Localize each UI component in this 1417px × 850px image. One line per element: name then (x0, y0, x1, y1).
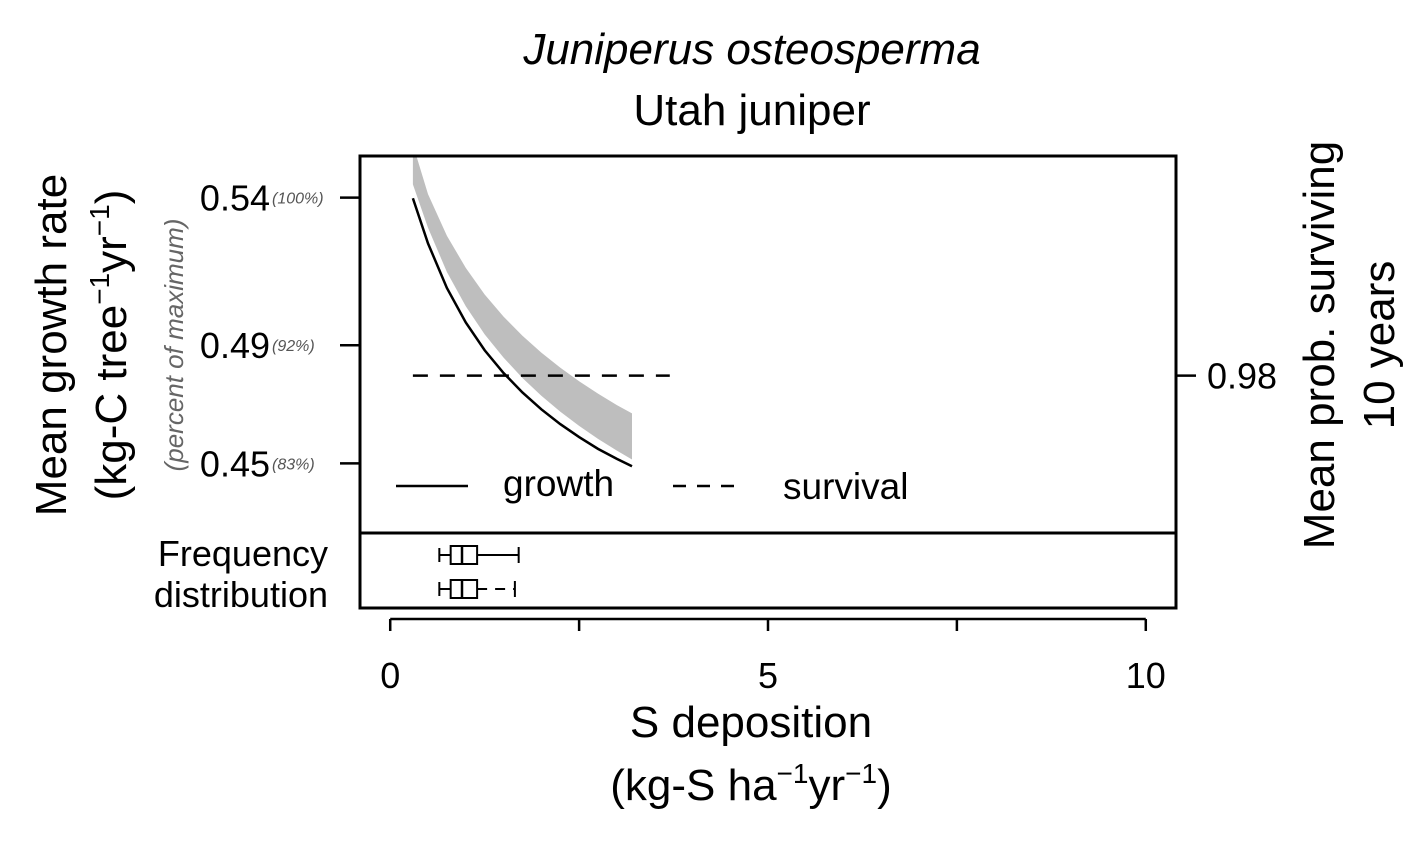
confidence-band (412, 156, 632, 460)
legend-growth-label: growth (503, 463, 614, 504)
main-plot-frame (358, 154, 1178, 535)
y-units-exp1: −1 (84, 273, 115, 305)
x-units-exp1: −1 (777, 758, 809, 789)
x-units-post: ) (877, 761, 892, 810)
y-tick-label: 0.49 (200, 325, 270, 366)
chart-title: Juniperus osteosperma (522, 25, 980, 74)
y-units-exp2: −1 (84, 204, 115, 236)
x-tick-label: 0 (380, 655, 400, 696)
x-units-exp2: −1 (845, 758, 877, 789)
x-axis-units: (kg-S ha−1yr−1) (610, 758, 891, 810)
frequency-boxplots (438, 545, 520, 599)
boxplot-box (449, 579, 479, 599)
y-axis-label: Mean growth rate (27, 174, 76, 516)
y-axis-percent-label: (percent of maximum) (159, 219, 189, 472)
y-tick-percent: (100%) (272, 191, 324, 208)
axes: 0 5 10 0.54 (100%) 0.49 (92%) 0.45 (83%) 0.98 (200, 178, 1277, 696)
y-tick-percent: (83%) (272, 456, 315, 473)
x-axis-label: S deposition (630, 698, 872, 747)
boxplot-box (449, 545, 479, 565)
x-units-mid: yr (808, 761, 845, 810)
y-units-pre: (kg-C tree (87, 305, 136, 501)
y-tick-label: 0.54 (200, 178, 270, 219)
y-axis-units: (kg-C tree−1yr−1) (84, 190, 136, 501)
y-tick-label: 0.45 (200, 443, 270, 484)
chart-subtitle: Utah juniper (633, 86, 870, 135)
x-tick-label: 5 (758, 655, 778, 696)
y-units-mid: yr (87, 236, 136, 273)
y2-axis-label-line2: 10 years (1355, 261, 1404, 430)
y2-axis-label-line1: Mean prob. surviving (1295, 141, 1344, 549)
x-tick-label: 10 (1126, 655, 1166, 696)
frequency-panel-frame (358, 531, 1178, 610)
series-growth-line (411, 197, 633, 468)
frequency-label-line1: Frequency (158, 533, 328, 574)
y-units-post: ) (87, 190, 136, 205)
legend-survival-label: survival (783, 466, 908, 507)
x-units-pre: (kg-S ha (610, 761, 777, 810)
frequency-label-line2: distribution (154, 574, 328, 615)
y2-tick-label: 0.98 (1207, 356, 1277, 397)
y-tick-percent: (92%) (272, 338, 315, 355)
plot-area (411, 156, 670, 468)
legend: growth survival (396, 463, 908, 507)
